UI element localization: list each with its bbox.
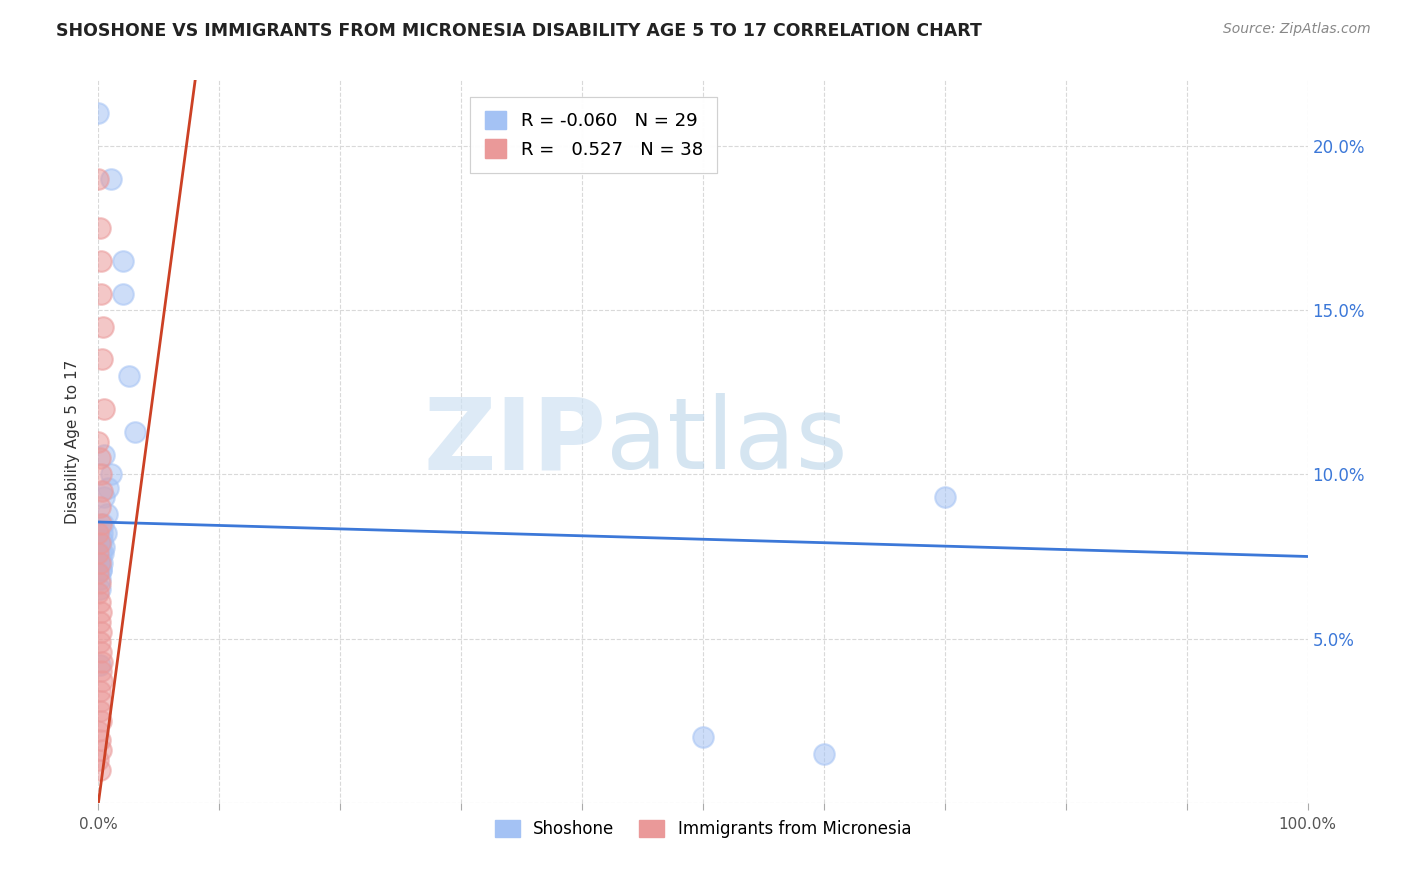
Point bbox=[89, 221, 111, 235]
Point bbox=[91, 319, 114, 334]
Point bbox=[90, 645, 112, 659]
Point bbox=[89, 500, 111, 515]
Text: ZIP: ZIP bbox=[423, 393, 606, 490]
Point bbox=[93, 401, 115, 416]
Point bbox=[90, 665, 112, 679]
Point bbox=[90, 714, 112, 728]
Point bbox=[87, 753, 110, 767]
Point bbox=[87, 526, 110, 541]
Point bbox=[89, 733, 111, 747]
Point bbox=[93, 540, 115, 554]
Point bbox=[90, 625, 112, 640]
Text: Source: ZipAtlas.com: Source: ZipAtlas.com bbox=[1223, 22, 1371, 37]
Point bbox=[97, 481, 120, 495]
Point bbox=[89, 536, 111, 550]
Point bbox=[89, 582, 111, 597]
Point bbox=[91, 655, 114, 669]
Point bbox=[87, 546, 110, 560]
Point bbox=[89, 615, 111, 630]
Point bbox=[91, 483, 114, 498]
Point bbox=[111, 286, 134, 301]
Point bbox=[692, 730, 714, 744]
Point bbox=[91, 674, 114, 689]
Point bbox=[89, 575, 111, 590]
Point bbox=[90, 694, 112, 708]
Point bbox=[90, 546, 112, 560]
Point bbox=[124, 425, 146, 439]
Point bbox=[89, 450, 111, 465]
Text: SHOSHONE VS IMMIGRANTS FROM MICRONESIA DISABILITY AGE 5 TO 17 CORRELATION CHART: SHOSHONE VS IMMIGRANTS FROM MICRONESIA D… bbox=[56, 22, 983, 40]
Point bbox=[89, 704, 111, 718]
Point bbox=[93, 448, 115, 462]
Point bbox=[91, 516, 114, 531]
Point bbox=[89, 556, 111, 570]
Point bbox=[90, 467, 112, 482]
Point bbox=[91, 556, 114, 570]
Point bbox=[90, 563, 112, 577]
Point bbox=[94, 526, 117, 541]
Point bbox=[87, 585, 110, 599]
Point bbox=[111, 253, 134, 268]
Point bbox=[90, 563, 112, 577]
Point bbox=[89, 657, 111, 672]
Point bbox=[89, 573, 111, 587]
Point bbox=[90, 253, 112, 268]
Point bbox=[87, 566, 110, 580]
Point bbox=[934, 491, 956, 505]
Point bbox=[89, 684, 111, 698]
Point bbox=[89, 595, 111, 609]
Point bbox=[87, 171, 110, 186]
Point bbox=[91, 533, 114, 547]
Point bbox=[89, 536, 111, 550]
Point bbox=[87, 723, 110, 738]
Point bbox=[100, 467, 122, 482]
Point bbox=[87, 434, 110, 449]
Y-axis label: Disability Age 5 to 17: Disability Age 5 to 17 bbox=[65, 359, 80, 524]
Point bbox=[90, 605, 112, 619]
Point bbox=[89, 763, 111, 777]
Point bbox=[91, 352, 114, 367]
Point bbox=[90, 516, 112, 531]
Point bbox=[91, 526, 114, 541]
Point bbox=[93, 491, 115, 505]
Text: atlas: atlas bbox=[606, 393, 848, 490]
Legend: R = -0.060   N = 29, R =   0.527   N = 38: R = -0.060 N = 29, R = 0.527 N = 38 bbox=[470, 96, 717, 173]
Point bbox=[87, 106, 110, 120]
Point bbox=[89, 635, 111, 649]
Point bbox=[118, 368, 141, 383]
Point bbox=[89, 556, 111, 570]
Point bbox=[91, 546, 114, 560]
Point bbox=[90, 743, 112, 757]
Point bbox=[90, 286, 112, 301]
Point bbox=[96, 507, 118, 521]
Point bbox=[100, 171, 122, 186]
Point bbox=[813, 747, 835, 761]
